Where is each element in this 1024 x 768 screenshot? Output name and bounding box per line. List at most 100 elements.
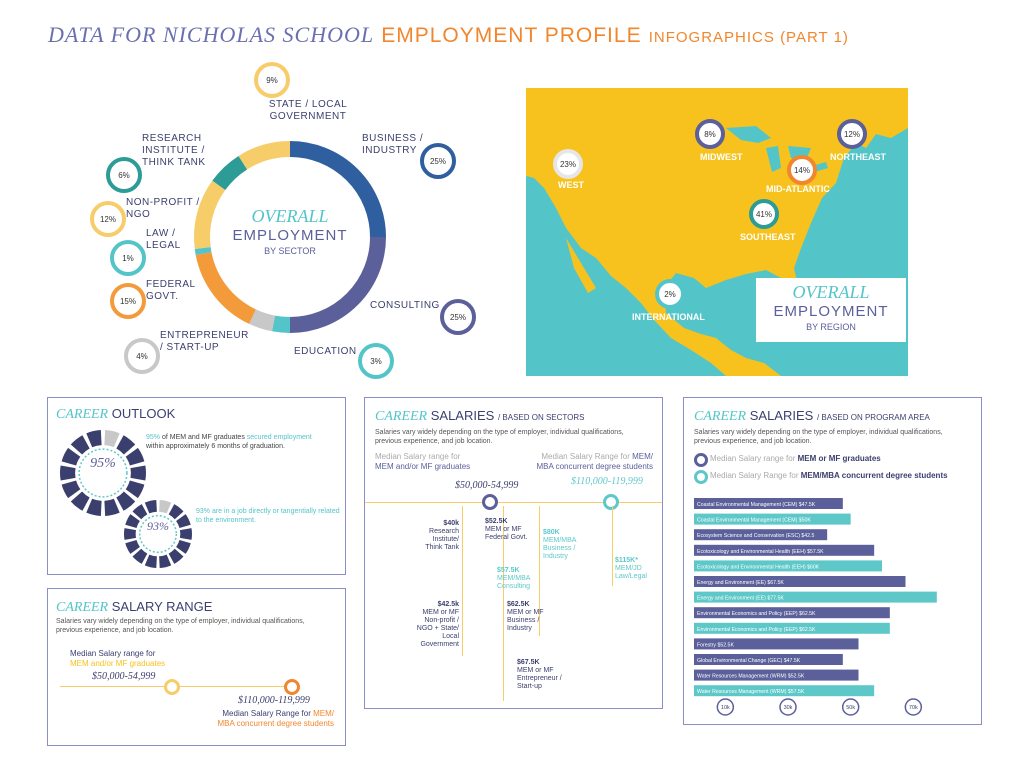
sec-item-law-value: $115K* [615,557,638,564]
sec-item-nonprofit-text: MEM or MF Non-profit / NGO + State/ Loca… [416,609,459,648]
region-label: NORTHEAST [830,152,887,162]
sector-donut-chart [194,141,386,333]
donut-slice [194,246,212,255]
region-label: MID-ATLANTIC [766,184,830,194]
ring-segment [144,554,157,568]
prog-leg2b: MEM/MBA concurrent degree students [800,471,948,480]
ring-segment [116,491,136,511]
prog-leg1b: MEM or MF graduates [797,454,881,463]
donut-slice [249,309,276,332]
sec-guide-3 [539,506,540,636]
label-business: BUSINESS / INDUSTRY [362,133,424,156]
sr-label2a: Median Salary Range for [222,709,314,718]
sr-label1b: MEM and/or MF graduates [70,659,166,668]
outlook-heading-text: OUTLOOK [111,406,176,421]
ring-segment [132,548,148,564]
region-badge [787,155,817,185]
sec-item-research-value: $40k [443,520,459,527]
label-state-local: STATE / LOCAL GOVERNMENT [268,99,348,122]
program-bar-label: Global Environmental Change (GEC) $47.5K [697,658,801,664]
sr-dot-1 [164,679,180,695]
ring-segment [104,430,120,448]
outlook-heading: CAREER OUTLOOK [56,406,175,423]
sec-item-business-mem-value: $62.5K [507,601,530,608]
label-law: LAW / LEGAL [146,228,181,251]
sec-item-research-text: Research Institute/ Think Tank [425,528,459,551]
program-bar [694,513,851,525]
outlook-t2d: directly or tangentially related to the … [196,508,340,524]
donut-center-title: OVERALL EMPLOYMENT BY SECTOR [220,206,360,256]
ring-segment [159,500,172,514]
ring-segment [70,491,90,511]
program-bar-label: Ecotoxicology and Environmental Health (… [697,549,824,555]
ring-segment [144,500,157,514]
sec-item-nonprofit-value: $42.5k [437,601,459,608]
sectors-heading-sub: / BASED ON SECTORS [497,413,585,422]
region-badge-pct: 23% [560,160,576,169]
sec-item-research: $40k Research Institute/ Think Tank [417,520,459,552]
ring-segment [130,465,146,481]
salary-range-heading: CAREER SALARY RANGE [56,599,212,616]
sec-dot-1 [482,494,498,510]
badge-business: 25% [420,143,456,179]
region-badge [655,279,685,309]
ring-segment [86,498,102,516]
ring-segment [124,528,137,540]
ring-inner [138,514,178,554]
program-legend-1: Median Salary range for MEM or MF gradua… [710,454,881,463]
ring-segment [61,480,81,499]
sec-item-consulting-text: MEM/MBA Consulting [497,575,531,590]
outlook-t1a: 95% [146,434,161,441]
land-baja [566,238,596,293]
region-label: WEST [558,180,585,190]
label-nonprofit: NON-PROFIT / NGO [126,197,200,220]
map-subtitle: BY REGION [806,322,856,332]
program-bar [694,544,875,556]
ring-segment [125,514,140,528]
donut-slice [238,141,291,170]
ring-segment [104,498,120,516]
sec-leg2c: MBA concurrent degree students [536,462,653,471]
page-title: DATA FOR NICHOLAS SCHOOL EMPLOYMENT PROF… [48,22,849,48]
sr-dot-2 [284,679,300,695]
region-badge-pct: 12% [844,130,860,139]
outlook-ring-93 [124,500,192,568]
ring-segment [86,430,102,448]
sectors-heading-italic: CAREER [375,409,428,424]
salary-range-note: Salaries vary widely depending on the ty… [56,618,305,634]
sec-value-1: $50,000-54,999 [455,480,519,491]
outlook-t2a: 93% [196,508,211,515]
region-badge-pct: 41% [756,210,772,219]
program-heading: CAREER SALARIES / BASED ON PROGRAM AREA [694,408,930,425]
salaries-sectors-panel: CAREER SALARIES / BASED ON SECTORS Salar… [364,397,663,709]
sec-leg1a: Median Salary range for [375,452,461,461]
donut-subtitle: BY SECTOR [264,246,316,256]
sec-axis-line [365,502,662,503]
sec-item-business-mba-text: MEM/MBA Business / Industry [543,537,577,560]
axis-tick-badge [841,698,860,716]
lake-michigan [766,146,781,172]
region-badge-pct: 8% [704,130,716,139]
sr-label1a: Median Salary range for [70,649,156,658]
program-bar-label: Energy and Environment (EE) $77.5K [697,596,784,602]
sec-item-business-mem-text: MEM or MF Business / Industry [507,609,544,632]
label-consulting: CONSULTING [370,300,440,311]
program-bar [694,560,882,572]
sr-label2b: MEM/ [313,709,334,718]
donut-title: EMPLOYMENT [232,227,348,244]
program-bar [694,576,906,587]
salary-range-heading-text: SALARY RANGE [111,599,213,614]
ring-segment [168,548,184,564]
ring-segment [125,480,145,499]
sr-value-1: $50,000-54,999 [92,671,156,682]
label-research: RESEARCH INSTITUTE / THINK TANK [142,133,206,168]
sectors-note: Salaries vary widely depending on the ty… [375,429,624,445]
program-bar-label: Energy and Environment (EE) $67.5K [697,580,784,586]
program-bar [694,638,859,650]
sec-item-federal-value: $52.5K [485,518,508,525]
sec-item-business-mba: $80K MEM/MBA Business / Industry [543,529,593,561]
title-part1: DATA FOR NICHOLAS SCHOOL [48,22,375,47]
ring-segment [60,465,76,481]
sr-value-2: $110,000-119,999 [238,695,310,706]
ring-95-label: 95% [90,456,116,471]
